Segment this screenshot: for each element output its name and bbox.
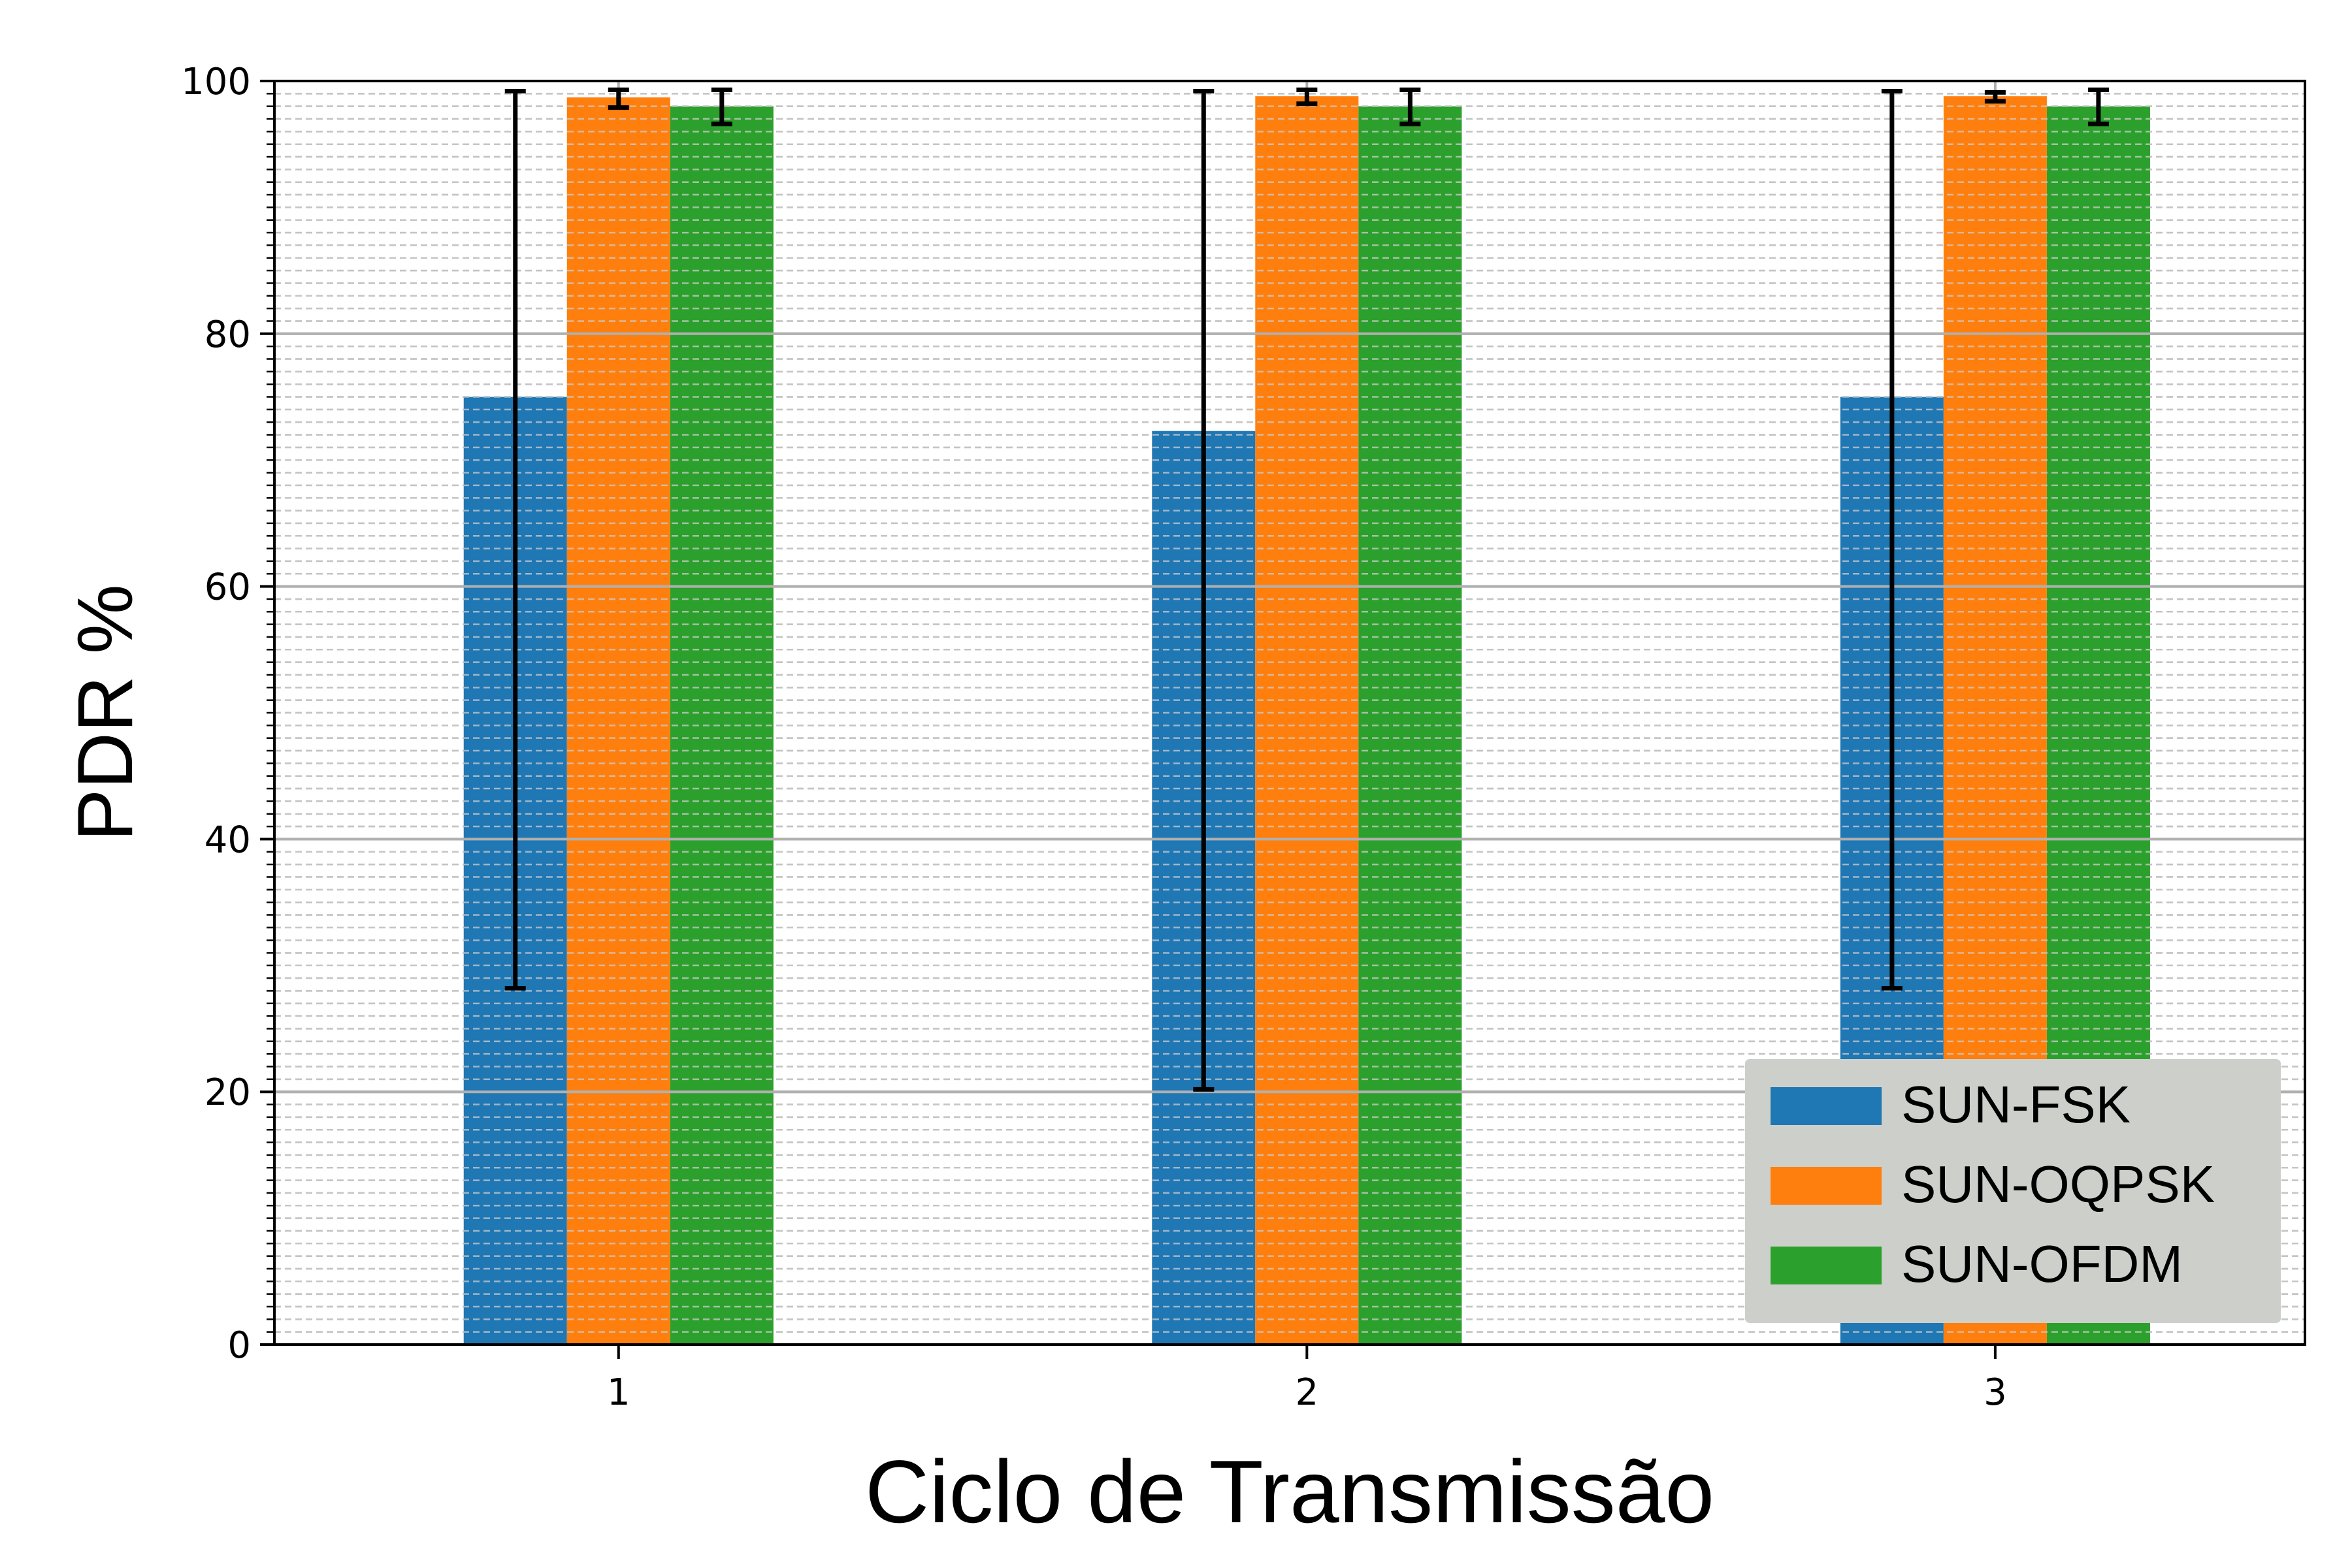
error-bar-sun-oqpsk-3 bbox=[1984, 90, 2006, 104]
legend-swatch-sun-fsk bbox=[1771, 1087, 1882, 1125]
y-tick-label: 60 bbox=[204, 566, 251, 609]
x-tick-label: 2 bbox=[1296, 1371, 1319, 1414]
error-bar-sun-ofdm-3 bbox=[2087, 88, 2109, 127]
y-tick-label: 0 bbox=[227, 1324, 251, 1367]
y-tick-label: 40 bbox=[204, 819, 251, 861]
error-bars bbox=[504, 88, 2109, 1092]
x-axis: 1 2 3 bbox=[607, 1345, 2007, 1414]
legend-label-sun-ofdm: SUN-OFDM bbox=[1901, 1235, 2183, 1293]
y-tick-label: 80 bbox=[204, 314, 251, 356]
bar-grid-overlay bbox=[274, 80, 2305, 1346]
error-bar-sun-ofdm-2 bbox=[1399, 88, 1421, 127]
legend-label-sun-fsk: SUN-FSK bbox=[1901, 1075, 2131, 1134]
y-axis-title: PDR % bbox=[61, 584, 149, 841]
error-bar-sun-ofdm-1 bbox=[711, 88, 732, 127]
legend-swatch-sun-oqpsk bbox=[1771, 1167, 1882, 1205]
bar-sun-oqpsk-2 bbox=[1255, 96, 1359, 1345]
y-tick-label: 100 bbox=[181, 61, 251, 103]
error-bar-sun-fsk-1 bbox=[504, 88, 526, 991]
y-tick-label: 20 bbox=[204, 1071, 251, 1114]
legend-label-sun-oqpsk: SUN-OQPSK bbox=[1901, 1155, 2215, 1213]
error-bar-sun-oqpsk-1 bbox=[608, 88, 629, 110]
x-axis-title: Ciclo de Transmissão bbox=[865, 1442, 1714, 1541]
error-bar-sun-fsk-3 bbox=[1881, 88, 1903, 991]
x-tick-label: 1 bbox=[607, 1371, 630, 1414]
legend: SUN-FSK SUN-OQPSK SUN-OFDM bbox=[1745, 1059, 2281, 1323]
error-bar-sun-oqpsk-2 bbox=[1296, 88, 1318, 106]
error-bar-sun-fsk-2 bbox=[1193, 88, 1215, 1092]
y-axis: 0 20 40 60 80 100 bbox=[181, 61, 274, 1367]
x-tick-label: 3 bbox=[1984, 1371, 2007, 1414]
bar-sun-oqpsk-1 bbox=[566, 97, 670, 1345]
legend-swatch-sun-ofdm bbox=[1771, 1247, 1882, 1284]
